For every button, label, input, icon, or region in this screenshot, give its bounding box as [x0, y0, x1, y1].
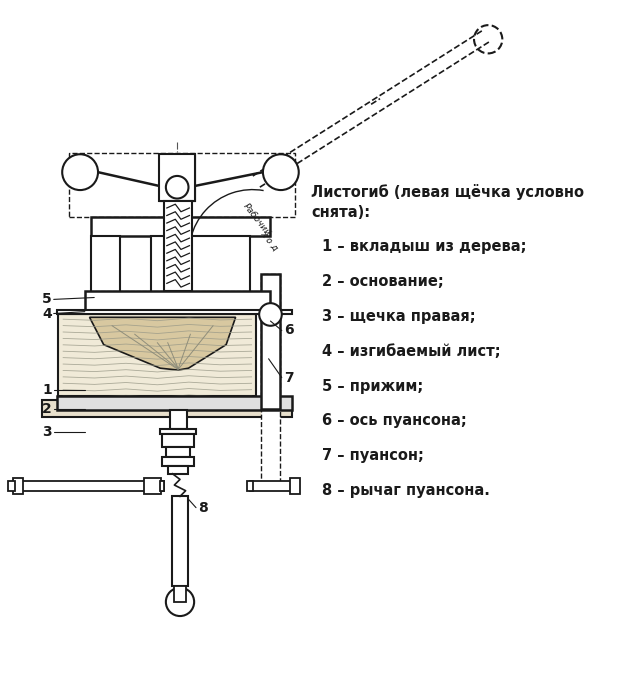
Bar [21, 481, 164, 491]
Bar [162, 457, 194, 466]
Text: 1 – вкладыш из дерева;: 1 – вкладыш из дерева; [323, 239, 527, 254]
Bar [8, 481, 15, 491]
Bar [164, 201, 192, 291]
Bar [144, 477, 161, 494]
Bar [290, 479, 300, 494]
Bar [57, 397, 292, 410]
Text: 2 – основание;: 2 – основание; [323, 274, 444, 289]
Bar [170, 410, 187, 429]
Bar [160, 481, 164, 491]
Text: 6: 6 [284, 324, 294, 338]
Text: 5 – прижим;: 5 – прижим; [323, 378, 424, 393]
Text: 4 – изгибаемый лист;: 4 – изгибаемый лист; [323, 344, 501, 359]
Text: Рабочий: Рабочий [241, 202, 272, 238]
Text: 3: 3 [42, 425, 52, 439]
Bar [43, 400, 292, 417]
Text: 6 – ось пуансона;: 6 – ось пуансона; [323, 414, 467, 429]
Text: х о д: х о д [259, 230, 280, 253]
Circle shape [62, 154, 98, 190]
Circle shape [166, 588, 194, 616]
Bar [160, 429, 196, 434]
Circle shape [474, 25, 502, 53]
Text: 8 – рычаг пуансона.: 8 – рычаг пуансона. [323, 483, 490, 498]
Bar [57, 310, 292, 315]
Bar [85, 291, 271, 311]
Text: 7 – пуансон;: 7 – пуансон; [323, 448, 424, 463]
Bar [164, 201, 192, 291]
Bar [166, 447, 190, 457]
Text: 2: 2 [42, 401, 52, 416]
Bar [159, 154, 195, 201]
Bar [250, 481, 292, 491]
Circle shape [166, 176, 189, 198]
Bar [261, 274, 280, 409]
Bar [162, 434, 194, 447]
Text: 1: 1 [42, 383, 52, 397]
Text: 3 – щечка правая;: 3 – щечка правая; [323, 309, 476, 324]
Polygon shape [90, 318, 236, 370]
Bar [159, 154, 195, 201]
Bar [13, 479, 23, 494]
Bar [247, 481, 253, 491]
Circle shape [259, 303, 282, 326]
Bar [91, 236, 119, 292]
Text: Листогиб (левая щёчка условно
снята):: Листогиб (левая щёчка условно снята): [311, 184, 584, 220]
Polygon shape [58, 315, 257, 397]
Text: 7: 7 [284, 370, 294, 385]
Text: 4: 4 [42, 307, 52, 320]
Bar [173, 496, 187, 586]
Bar [175, 586, 185, 602]
Bar [168, 466, 189, 474]
Bar [150, 236, 250, 292]
Bar [91, 217, 271, 236]
Text: 8: 8 [198, 501, 208, 515]
Bar [85, 291, 271, 311]
Circle shape [263, 154, 298, 190]
Bar [261, 274, 280, 486]
Text: 5: 5 [42, 292, 52, 307]
Bar [69, 153, 295, 217]
